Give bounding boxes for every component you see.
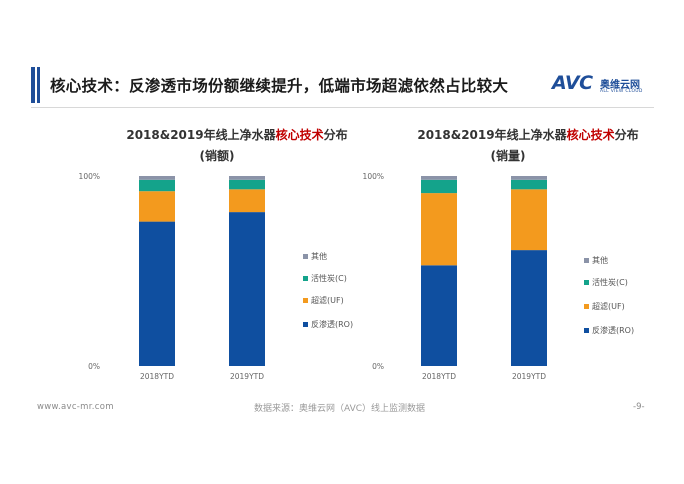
legend-swatch — [303, 276, 308, 281]
title-accent-bar — [31, 67, 35, 103]
legend-swatch — [584, 304, 589, 309]
chart-title: 2018&2019年线上净水器核心技术分布 — [126, 127, 347, 142]
chart-title-part: 分布 — [615, 127, 639, 142]
chart-title: 2018&2019年线上净水器核心技术分布 — [417, 127, 638, 142]
legend-swatch — [303, 254, 308, 259]
footer-source: 数据来源：奥维云网（AVC）线上监测数据 — [254, 404, 426, 414]
legend-swatch — [303, 298, 308, 303]
x-tick-label: 2019YTD — [230, 372, 264, 381]
bar-segment — [421, 193, 457, 266]
y-tick-label: 100% — [79, 172, 100, 181]
bar-segment — [511, 176, 547, 180]
bar-segment — [229, 179, 265, 190]
x-tick-label: 2018YTD — [422, 372, 456, 381]
y-tick-label: 0% — [88, 362, 100, 371]
chart-2: 2018&2019年线上净水器核心技术分布 (销量) 100% 0% 2018YTD 20… — [363, 127, 639, 381]
chart-title-part: 2018&2019年线上净水器 — [126, 127, 276, 142]
y-tick-label: 0% — [372, 362, 384, 371]
bar-segment — [139, 221, 175, 366]
footer-url: www.avc-mr.com — [37, 402, 114, 412]
legend-label: 超滤(UF) — [311, 295, 344, 305]
legend-label: 其他 — [311, 251, 327, 261]
chart-subtitle: (销额) — [200, 148, 235, 163]
x-tick-label: 2019YTD — [512, 372, 546, 381]
bar-segment — [139, 179, 175, 192]
legend-label: 活性炭(C) — [592, 277, 628, 287]
bar-segment — [511, 189, 547, 251]
logo-cn-text: 奥维云网 — [600, 80, 640, 91]
legend-label: 反渗透(RO) — [311, 319, 353, 329]
bar-segment — [421, 265, 457, 366]
legend-swatch — [584, 280, 589, 285]
bar-segment — [511, 250, 547, 366]
legend-swatch — [303, 322, 308, 327]
chart-subtitle: (销量) — [491, 148, 526, 163]
bar-segment — [511, 179, 547, 190]
legend-label: 超滤(UF) — [592, 301, 625, 311]
bar-segment — [139, 191, 175, 222]
legend-swatch — [584, 258, 589, 263]
bar-segment — [229, 212, 265, 366]
chart-title-part: 2018&2019年线上净水器 — [417, 127, 567, 142]
legend-label: 其他 — [592, 255, 608, 265]
title-accent-bar-2 — [37, 67, 40, 103]
chart-title-part: 核心技术 — [276, 127, 324, 142]
logo-en-text: ALL VIEW CLOUD — [600, 89, 643, 94]
page-number: -9- — [633, 402, 645, 412]
bar-segment — [139, 176, 175, 180]
page-title: 核心技术：反渗透市场份额继续提升，低端市场超滤依然占比较大 — [50, 77, 509, 95]
logo-avc-text: AVC — [552, 72, 593, 94]
chart-1: 2018&2019年线上净水器核心技术分布 (销额) 100% 0% 2018YTD 20… — [79, 127, 354, 381]
avc-logo: AVC 奥维云网 ALL VIEW CLOUD — [552, 72, 652, 102]
bar-segment — [229, 176, 265, 180]
legend-label: 活性炭(C) — [311, 273, 347, 283]
bar-segment — [421, 179, 457, 194]
chart-title-part: 分布 — [324, 127, 348, 142]
bar-segment — [229, 189, 265, 213]
legend-label: 反渗透(RO) — [592, 325, 634, 335]
x-tick-label: 2018YTD — [140, 372, 174, 381]
chart-title-part: 核心技术 — [567, 127, 615, 142]
legend-swatch — [584, 328, 589, 333]
bar-segment — [421, 176, 457, 180]
y-tick-label: 100% — [363, 172, 384, 181]
header-divider — [31, 107, 654, 108]
